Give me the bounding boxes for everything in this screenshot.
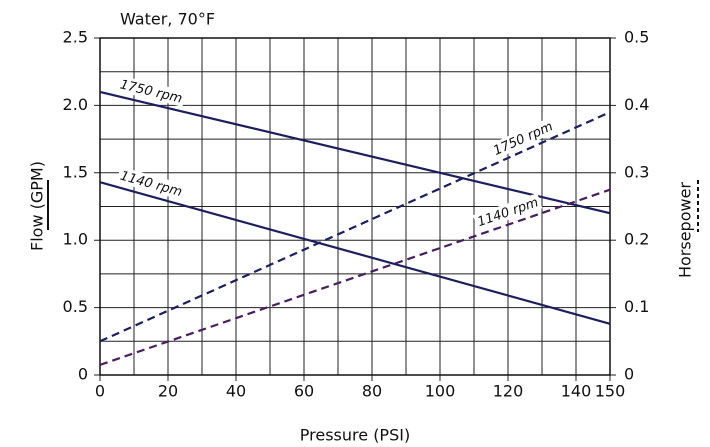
- x-tick-label: 120: [493, 382, 524, 401]
- y2-tick-label: 0.5: [624, 28, 649, 47]
- label-bg: [116, 75, 187, 107]
- y2-tick-label: 0.4: [624, 95, 649, 114]
- chart-title: Water, 70°F: [120, 10, 215, 29]
- series-line: [99, 188, 611, 366]
- x-axis-label: Pressure (PSI): [300, 426, 410, 445]
- x-tick-label: 0: [95, 382, 105, 401]
- series-line: [99, 181, 611, 325]
- y-tick-label: 2.5: [63, 28, 88, 47]
- y-axis-label: Flow (GPM): [28, 161, 47, 251]
- y2-tick-label: 0.1: [624, 297, 649, 316]
- x-tick-label: 40: [226, 382, 246, 401]
- x-tick-label: 80: [362, 382, 382, 401]
- x-tick-label: 100: [425, 382, 456, 401]
- label-bg: [116, 166, 187, 201]
- y2-tick-label: 0: [624, 365, 634, 384]
- y-tick-label: 0.5: [63, 297, 88, 316]
- y2-axis-label: Horsepower: [676, 182, 695, 278]
- series-line: [99, 90, 611, 215]
- series-line: [99, 111, 611, 343]
- x-tick-label: 150: [595, 382, 626, 401]
- y-tick-label: 1.5: [63, 162, 88, 181]
- plot-frame: [99, 37, 611, 376]
- x-tick-label: 140: [561, 382, 592, 401]
- y2-tick-label: 0.2: [624, 230, 649, 249]
- y-tick-label: 0: [78, 365, 88, 384]
- x-tick-label: 20: [158, 382, 178, 401]
- label-bg: [472, 193, 543, 231]
- y-tick-label: 2.0: [63, 95, 88, 114]
- series-label: 1750 rpm: [118, 77, 183, 106]
- x-tick-label: 60: [294, 382, 314, 401]
- label-bg: [488, 116, 558, 160]
- y-tick-label: 1.0: [63, 230, 88, 249]
- y2-tick-label: 0.3: [624, 162, 649, 181]
